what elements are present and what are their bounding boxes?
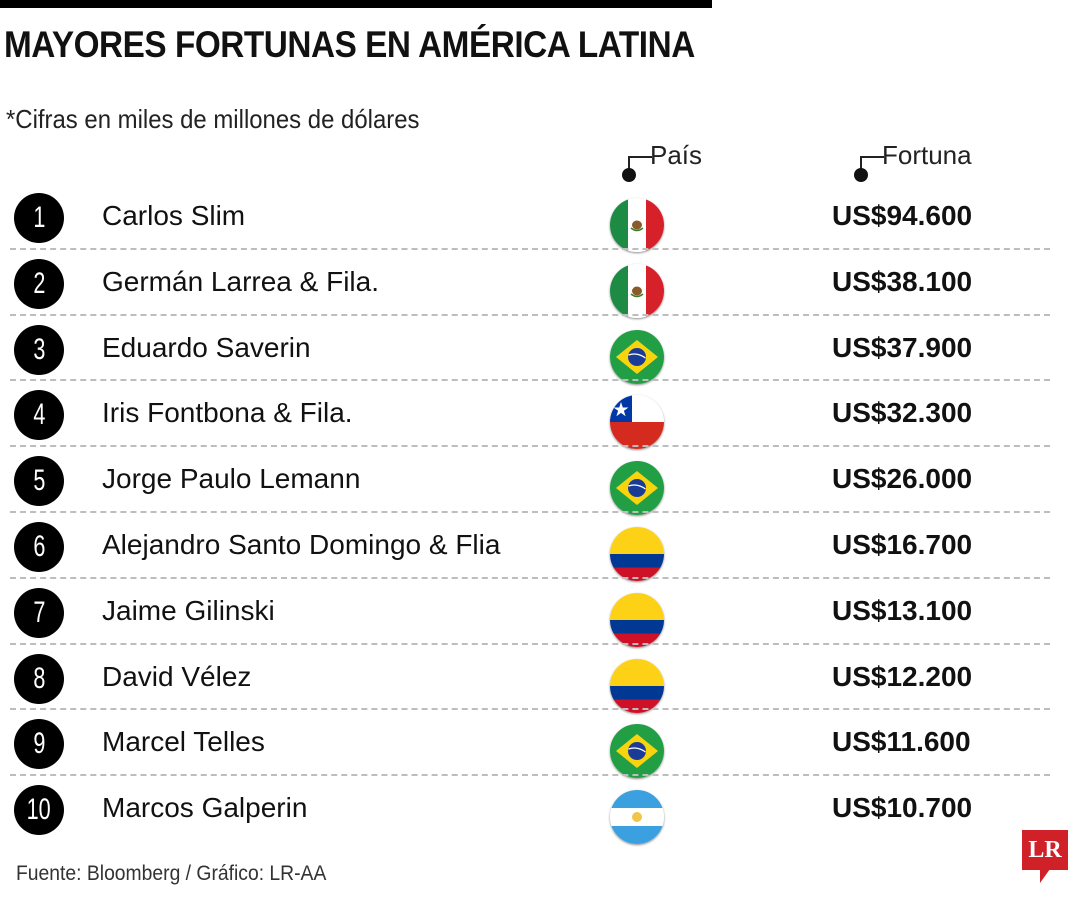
- ranking-table: 1 Carlos Slim US$94.600 2 Germán Larrea & Fi…: [0, 184, 1050, 845]
- rank-badge: 10: [14, 785, 64, 836]
- fortune-amount: US$38.100: [832, 265, 973, 297]
- table-row: 1 Carlos Slim US$94.600: [0, 184, 1050, 252]
- rank-badge: 2: [14, 258, 64, 309]
- colombia-flag-icon: [610, 526, 664, 581]
- table-row: 6 Alejandro Santo Domingo & Flia US$16.700: [0, 513, 1050, 581]
- rank-badge: 8: [14, 653, 64, 704]
- fortune-amount: US$94.600: [832, 200, 973, 231]
- lr-logo: LR: [1022, 830, 1068, 870]
- rank-badge: 7: [14, 587, 64, 638]
- argentina-flag-icon: [610, 790, 664, 845]
- person-name: Alejandro Santo Domingo & Flia: [102, 528, 501, 560]
- rank-badge: 4: [14, 390, 64, 441]
- row-separator: [10, 642, 1050, 645]
- table-row: 3 Eduardo Saverin US$37.900: [0, 316, 1050, 384]
- fortune-amount: US$32.300: [832, 397, 973, 429]
- bullet-dot-icon: [622, 168, 636, 182]
- rank-badge: 3: [14, 324, 64, 375]
- colombia-flag-icon: [610, 658, 664, 713]
- person-name: Marcel Telles: [102, 726, 265, 758]
- table-row: 8 David Vélez US$12.200: [0, 645, 1050, 713]
- rank-badge: 9: [14, 719, 64, 770]
- row-separator: [10, 445, 1050, 448]
- bullet-dot-icon: [854, 168, 868, 182]
- person-name: Eduardo Saverin: [102, 331, 311, 363]
- fortune-amount: US$11.600: [832, 726, 971, 758]
- bracket-icon: [860, 156, 884, 172]
- brazil-flag-icon: [610, 724, 664, 779]
- fortune-amount: US$26.000: [832, 463, 973, 495]
- mexico-flag-icon: [610, 263, 664, 318]
- row-separator: [10, 576, 1050, 579]
- person-name: Jaime Gilinski: [102, 594, 275, 626]
- chile-flag-icon: [610, 395, 664, 450]
- person-name: Germán Larrea & Fila.: [102, 265, 379, 297]
- table-row: 7 Jaime Gilinski US$13.100: [0, 579, 1050, 647]
- rank-badge: 1: [14, 193, 64, 243]
- brazil-flag-icon: [610, 461, 664, 516]
- table-row: 10 Marcos Galperin US$10.700: [0, 776, 1050, 845]
- person-name: David Vélez: [102, 660, 252, 692]
- person-name: Marcos Galperin: [102, 792, 308, 824]
- rank-badge: 6: [14, 521, 64, 572]
- row-separator: [10, 774, 1050, 777]
- person-name: Jorge Paulo Lemann: [102, 463, 361, 495]
- table-row: 4 Iris Fontbona & Fila. US$32.300: [0, 381, 1050, 450]
- person-name: Iris Fontbona & Fila.: [102, 397, 353, 429]
- chart-title: MAYORES FORTUNAS EN AMÉRICA LATINA: [4, 24, 695, 65]
- column-label-fortuna: Fortuna: [882, 140, 972, 170]
- table-row: 5 Jorge Paulo Lemann US$26.000: [0, 447, 1050, 516]
- column-label-pais: País: [650, 140, 703, 170]
- mexico-flag-icon: [610, 198, 664, 252]
- chart-subtitle: *Cifras en miles de millones de dólares: [6, 104, 420, 134]
- person-name: Carlos Slim: [102, 200, 246, 231]
- top-rule: [0, 0, 712, 8]
- row-separator: [10, 247, 1050, 250]
- fortune-amount: US$16.700: [832, 528, 973, 560]
- fortune-amount: US$10.700: [832, 792, 973, 824]
- table-row: 2 Germán Larrea & Fila. US$38.100: [0, 250, 1050, 318]
- row-separator: [10, 708, 1050, 711]
- lr-logo-tail: [1040, 869, 1050, 883]
- colombia-flag-icon: [610, 592, 664, 647]
- fortune-amount: US$37.900: [832, 331, 973, 363]
- row-separator: [10, 379, 1050, 382]
- bracket-icon: [628, 156, 652, 172]
- row-separator: [10, 313, 1050, 316]
- table-row: 9 Marcel Telles US$11.600: [0, 710, 1050, 779]
- brazil-flag-icon: [610, 329, 664, 384]
- rank-badge: 5: [14, 456, 64, 507]
- source-note: Fuente: Bloomberg / Gráfico: LR-AA: [16, 862, 327, 885]
- row-separator: [10, 510, 1050, 513]
- fortune-amount: US$13.100: [832, 594, 973, 626]
- fortune-amount: US$12.200: [832, 660, 973, 692]
